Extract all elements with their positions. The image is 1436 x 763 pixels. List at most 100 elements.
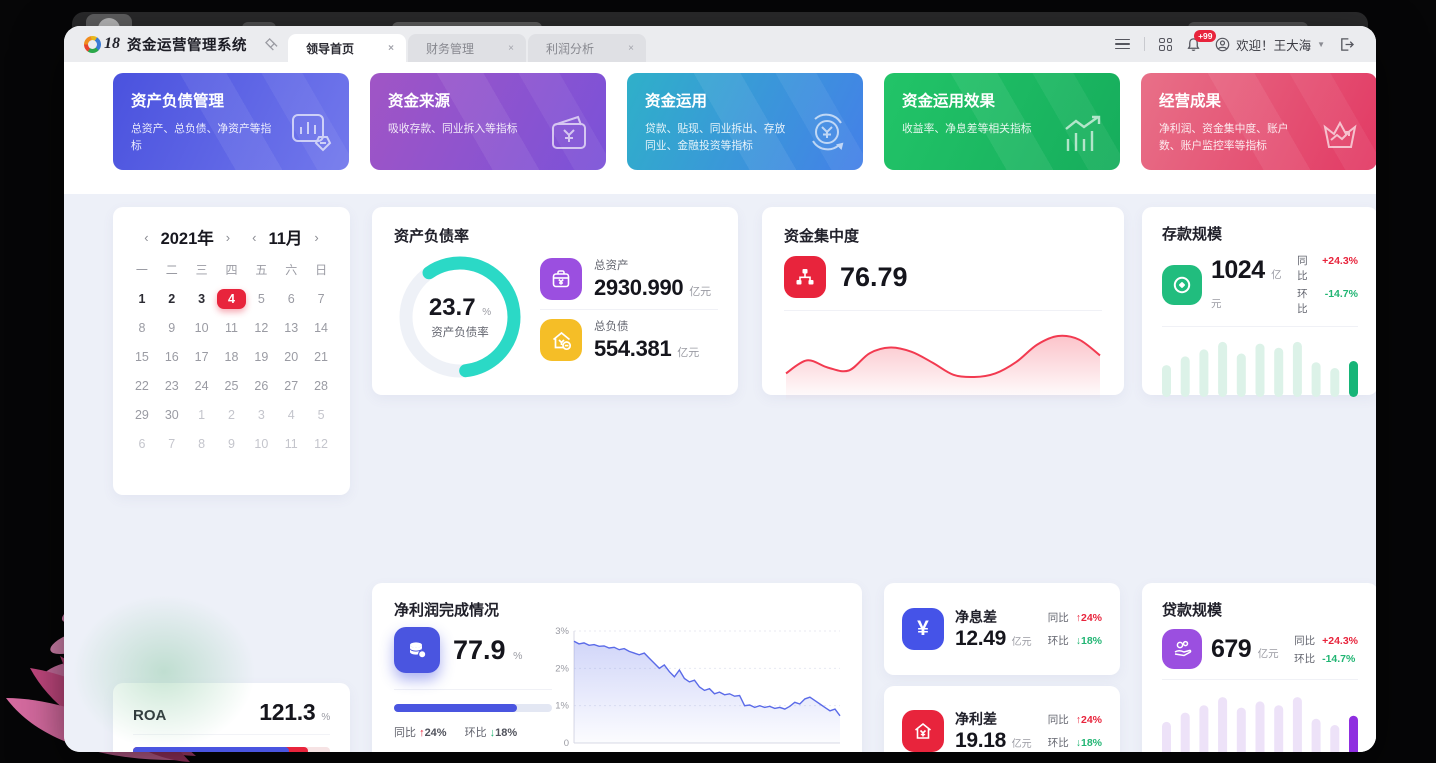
- deposit-scale-card: 存款规模 1024 亿元 同比 +24.3% 环比 -14.7%: [1142, 207, 1376, 397]
- calendar-day[interactable]: 2: [168, 292, 176, 306]
- net-profit-card: 净利润完成情况 77.9 %: [372, 583, 862, 752]
- tab-领导首页[interactable]: 领导首页 ×: [288, 34, 406, 62]
- calendar-day[interactable]: 10: [254, 437, 269, 451]
- prev-year-arrow[interactable]: ‹: [144, 229, 149, 245]
- net-profit-progress: [394, 704, 552, 712]
- apps-grid-icon[interactable]: [1159, 37, 1173, 51]
- calendar-day[interactable]: 18: [224, 350, 239, 364]
- pin-tabs-icon[interactable]: [261, 26, 288, 62]
- calendar-day[interactable]: 23: [164, 379, 179, 393]
- calendar-day[interactable]: 8: [138, 321, 146, 335]
- house-minus-icon: [540, 319, 582, 361]
- close-tab-icon[interactable]: ×: [508, 42, 514, 54]
- hero-card-资产负债管理[interactable]: 资产负债管理 总资产、总负债、净资产等指标: [113, 73, 349, 170]
- next-year-arrow[interactable]: ›: [225, 229, 231, 245]
- loan-scale-card: 贷款规模 679 亿元 同比 +24.3% 环比 -14.7%: [1142, 583, 1376, 752]
- house-yuan-icon: [902, 710, 944, 752]
- hero-card-desc: 贷款、贴现、同业拆出、存放同业、金融投资等指标: [645, 123, 786, 152]
- calendar-day[interactable]: 30: [164, 408, 179, 422]
- calendar-day[interactable]: 28: [314, 379, 329, 393]
- calendar-day[interactable]: 5: [257, 292, 265, 306]
- calendar-day[interactable]: 10: [194, 321, 209, 335]
- tab-财务管理[interactable]: 财务管理 ×: [408, 34, 526, 62]
- calendar-day[interactable]: 6: [138, 437, 146, 451]
- down-arrow-icon: ↓: [489, 727, 496, 739]
- menu-icon[interactable]: [1115, 38, 1131, 50]
- asset-liability-card: 资产负债率 23.7 % 资产负债率 总资产 2930.990 亿元 总负债 5…: [372, 207, 738, 395]
- user-menu[interactable]: 欢迎！王大海 ▼: [1215, 35, 1325, 54]
- calendar-day[interactable]: 5: [317, 408, 325, 422]
- calendar-day[interactable]: 17: [194, 350, 209, 364]
- calendar-day[interactable]: 1: [138, 292, 146, 306]
- calendar-day[interactable]: 6: [287, 292, 295, 306]
- net-profit-line-chart: 0 1% 2% 3% 2021-03-04 2021-12-31: [546, 623, 846, 752]
- svg-text:1%: 1%: [555, 701, 569, 712]
- yoy-value: +24.3%: [1322, 634, 1358, 647]
- coins-stack-icon: [394, 627, 440, 673]
- card-title: 净利润完成情况: [394, 602, 500, 619]
- calendar-day[interactable]: 24: [194, 379, 209, 393]
- card-title: 净利差: [955, 711, 997, 727]
- calendar-day[interactable]: 2: [228, 408, 235, 422]
- hero-card-资金运用效果[interactable]: 资金运用效果 收益率、净息差等相关指标: [884, 73, 1120, 170]
- calendar-day[interactable]: 22: [134, 379, 149, 393]
- hero-nav: 资产负债管理 总资产、总负债、净资产等指标 资金来源 吸收存款、同业拆入等指标 …: [64, 62, 1376, 222]
- calendar-day[interactable]: 11: [284, 437, 298, 451]
- hero-card-资金运用[interactable]: 资金运用 贷款、贴现、同业拆出、存放同业、金融投资等指标: [627, 73, 863, 170]
- calendar-day[interactable]: 7: [168, 437, 176, 451]
- calendar-day[interactable]: 7: [317, 292, 325, 306]
- hero-card-经营成果[interactable]: 经营成果 净利润、资金集中度、账户数、账户监控率等指标: [1141, 73, 1376, 170]
- notification-badge: +99: [1194, 29, 1217, 42]
- calendar-day[interactable]: 12: [254, 321, 269, 335]
- calendar-day[interactable]: 9: [228, 437, 235, 451]
- up-arrow-icon: ↑: [1075, 714, 1081, 726]
- close-tab-icon[interactable]: ×: [628, 42, 634, 54]
- card-title: 贷款规模: [1162, 602, 1223, 619]
- weekday-label: 一: [135, 263, 148, 277]
- calendar-day[interactable]: 20: [284, 350, 299, 364]
- hero-card-资金来源[interactable]: 资金来源 吸收存款、同业拆入等指标: [370, 73, 606, 170]
- calendar-day[interactable]: 19: [254, 350, 269, 364]
- up-arrow-icon: ↑: [1075, 612, 1081, 624]
- calendar-day[interactable]: 1: [198, 408, 206, 422]
- hero-card-title: 资金运用: [645, 93, 708, 110]
- calendar-day[interactable]: 21: [314, 350, 329, 364]
- calendar-day[interactable]: 3: [198, 292, 206, 306]
- calendar-day[interactable]: 9: [168, 321, 176, 335]
- logout-icon[interactable]: [1339, 37, 1354, 52]
- calendar-day[interactable]: 25: [224, 379, 239, 393]
- calendar-day[interactable]: 12: [314, 437, 329, 451]
- tab-利润分析[interactable]: 利润分析 ×: [528, 34, 646, 62]
- hero-card-title: 资金来源: [388, 93, 451, 110]
- svg-text:2021-12-31: 2021-12-31: [791, 751, 840, 752]
- calendar-day[interactable]: 11: [225, 321, 238, 335]
- calendar-day[interactable]: 29: [134, 408, 149, 422]
- hero-card-desc: 总资产、总负债、净资产等指标: [131, 123, 272, 152]
- roa-value: 121.3: [259, 699, 316, 725]
- prev-month-arrow[interactable]: ‹: [252, 229, 257, 245]
- close-tab-icon[interactable]: ×: [388, 42, 394, 54]
- calendar-day[interactable]: 8: [198, 437, 206, 451]
- weekday-label: 二: [165, 263, 178, 277]
- calendar-day[interactable]: 26: [254, 379, 269, 393]
- calendar-day-selected[interactable]: 4: [216, 289, 247, 309]
- calendar-day[interactable]: 15: [134, 350, 149, 364]
- calendar-day[interactable]: 4: [287, 408, 295, 422]
- nis-value: 19.18: [955, 729, 1007, 752]
- calendar-day[interactable]: 16: [164, 350, 179, 364]
- card-title: 存款规模: [1162, 226, 1223, 243]
- hero-card-desc: 吸收存款、同业拆入等指标: [388, 123, 518, 135]
- next-month-arrow[interactable]: ›: [314, 229, 319, 245]
- tab-label: 利润分析: [546, 41, 595, 56]
- notification-bell-icon[interactable]: +99: [1186, 29, 1217, 52]
- weekday-label: 四: [225, 263, 238, 277]
- app-title: 资金运营管理系统: [127, 37, 247, 54]
- trend-up-icon: [1060, 113, 1106, 158]
- calendar-day[interactable]: 13: [284, 321, 299, 335]
- calendar-day[interactable]: 27: [284, 379, 299, 393]
- calendar-day[interactable]: 3: [257, 408, 265, 422]
- calendar-day[interactable]: 14: [314, 321, 329, 335]
- chevron-down-icon: ▼: [1317, 39, 1325, 49]
- mom-value: -14.7%: [1322, 652, 1356, 665]
